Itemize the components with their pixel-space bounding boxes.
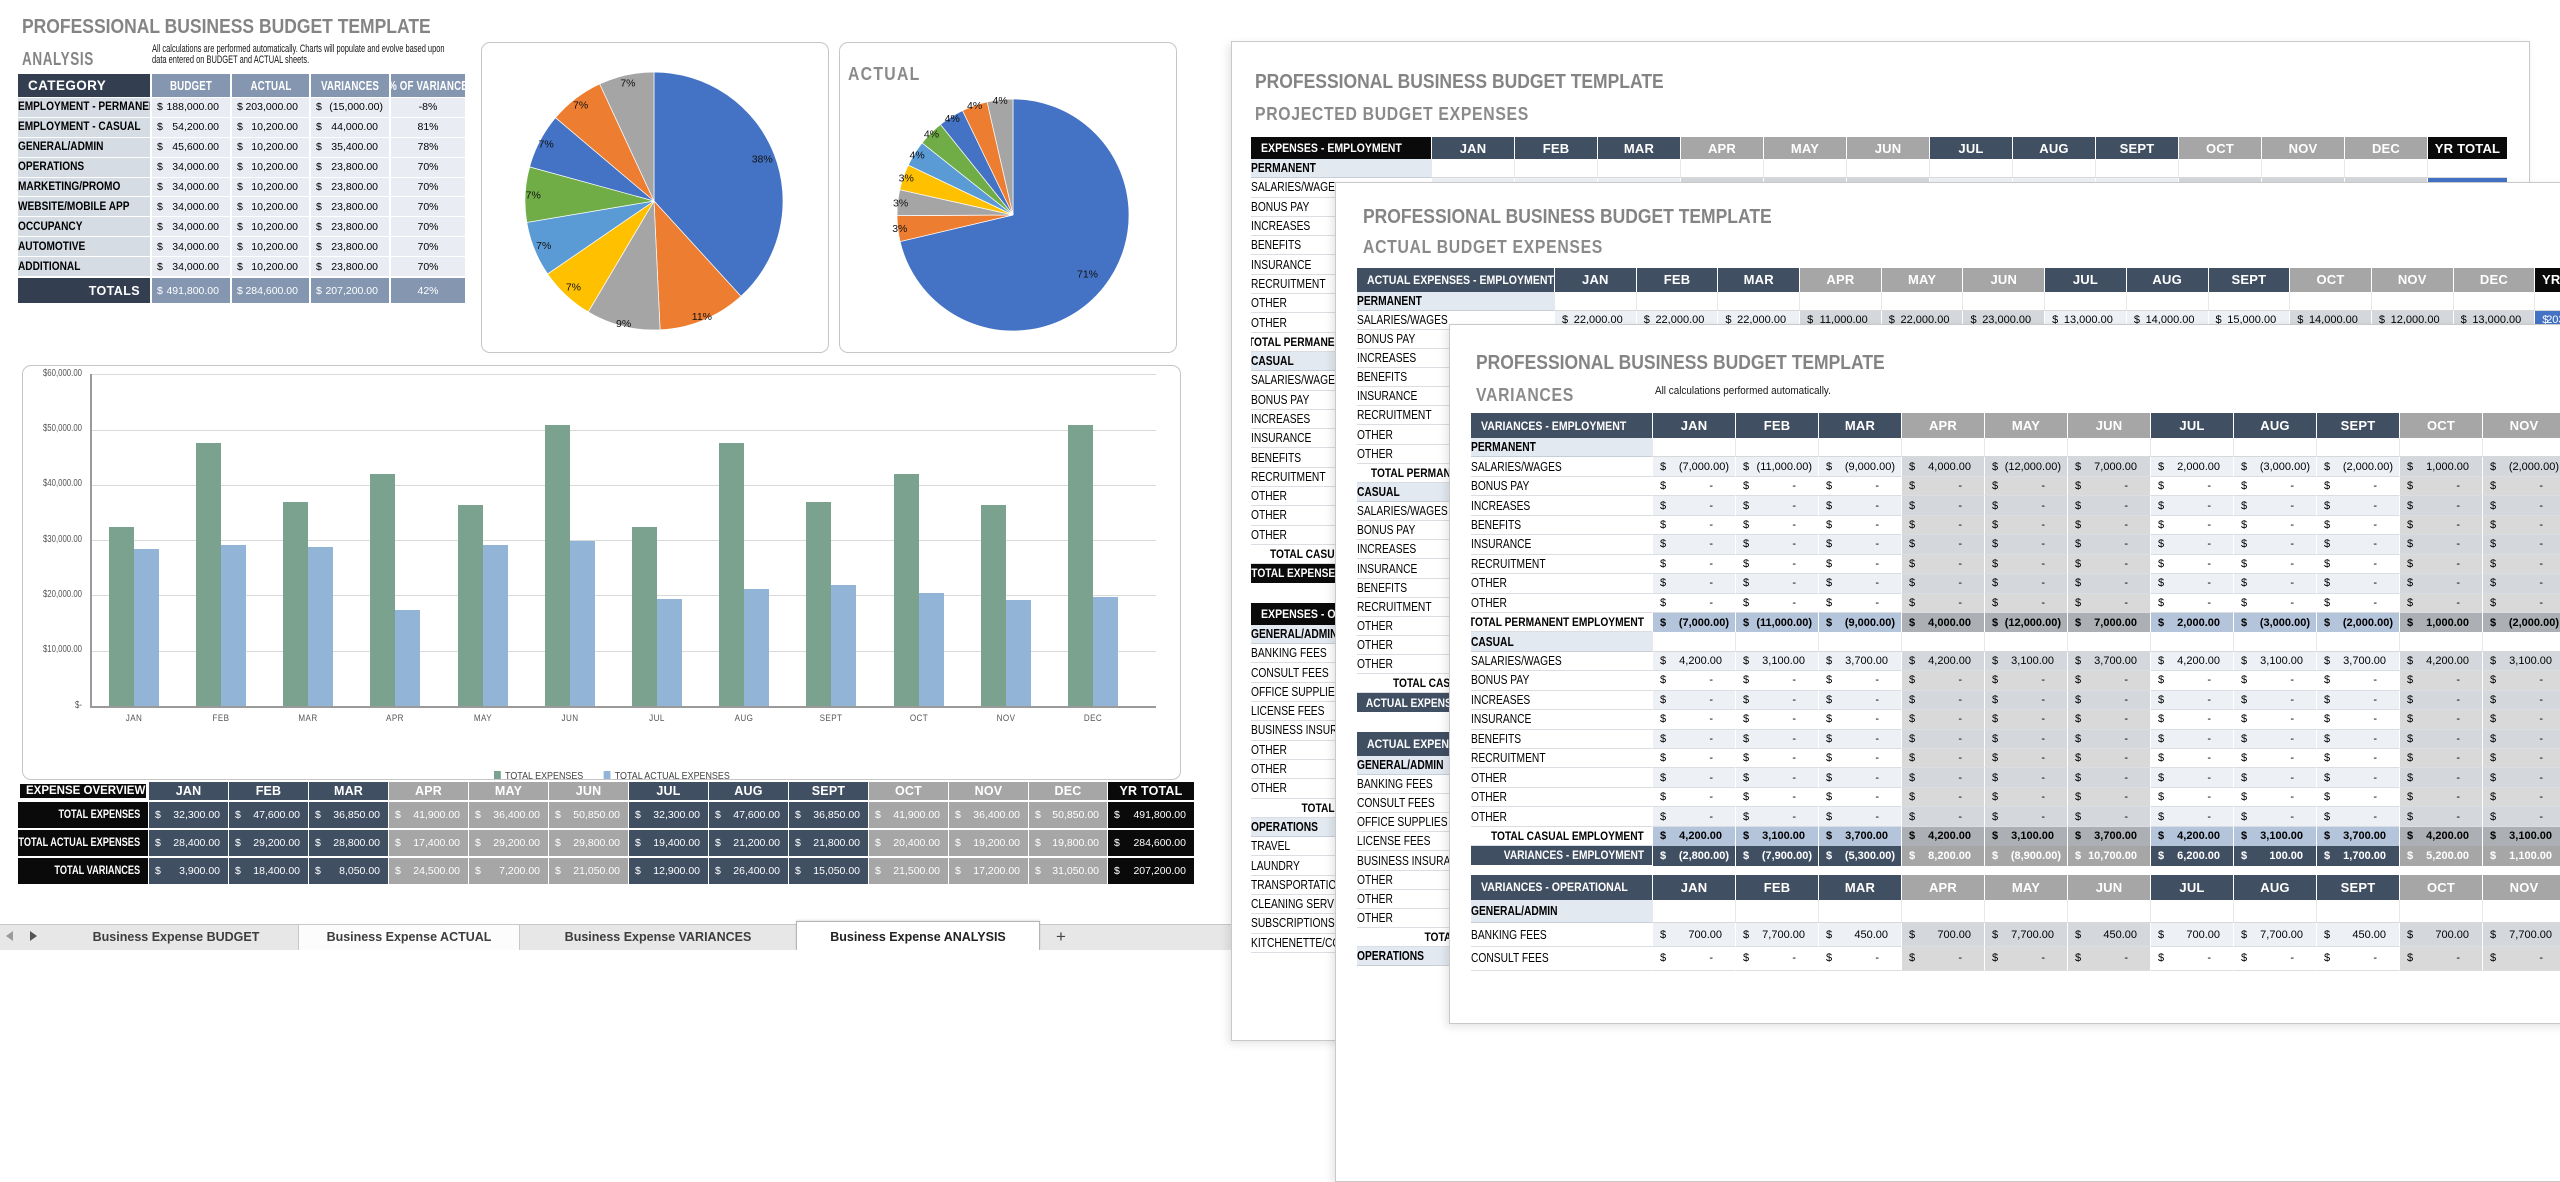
svg-text:7%: 7% — [573, 99, 588, 111]
svg-text:4%: 4% — [993, 95, 1008, 107]
svg-text:3%: 3% — [899, 173, 914, 185]
svg-text:71%: 71% — [1077, 269, 1098, 281]
svg-text:7%: 7% — [526, 189, 541, 201]
svg-text:11%: 11% — [692, 311, 712, 323]
svg-text:4%: 4% — [967, 100, 982, 112]
svg-text:3%: 3% — [892, 223, 907, 235]
svg-text:7%: 7% — [536, 240, 551, 252]
svg-text:7%: 7% — [620, 77, 635, 89]
svg-text:7%: 7% — [566, 282, 581, 294]
svg-text:7%: 7% — [539, 139, 554, 151]
svg-text:4%: 4% — [924, 128, 939, 140]
svg-text:3%: 3% — [893, 197, 908, 209]
svg-text:38%: 38% — [752, 154, 773, 166]
svg-text:4%: 4% — [910, 150, 925, 162]
svg-text:9%: 9% — [616, 318, 631, 330]
svg-text:4%: 4% — [945, 113, 960, 125]
